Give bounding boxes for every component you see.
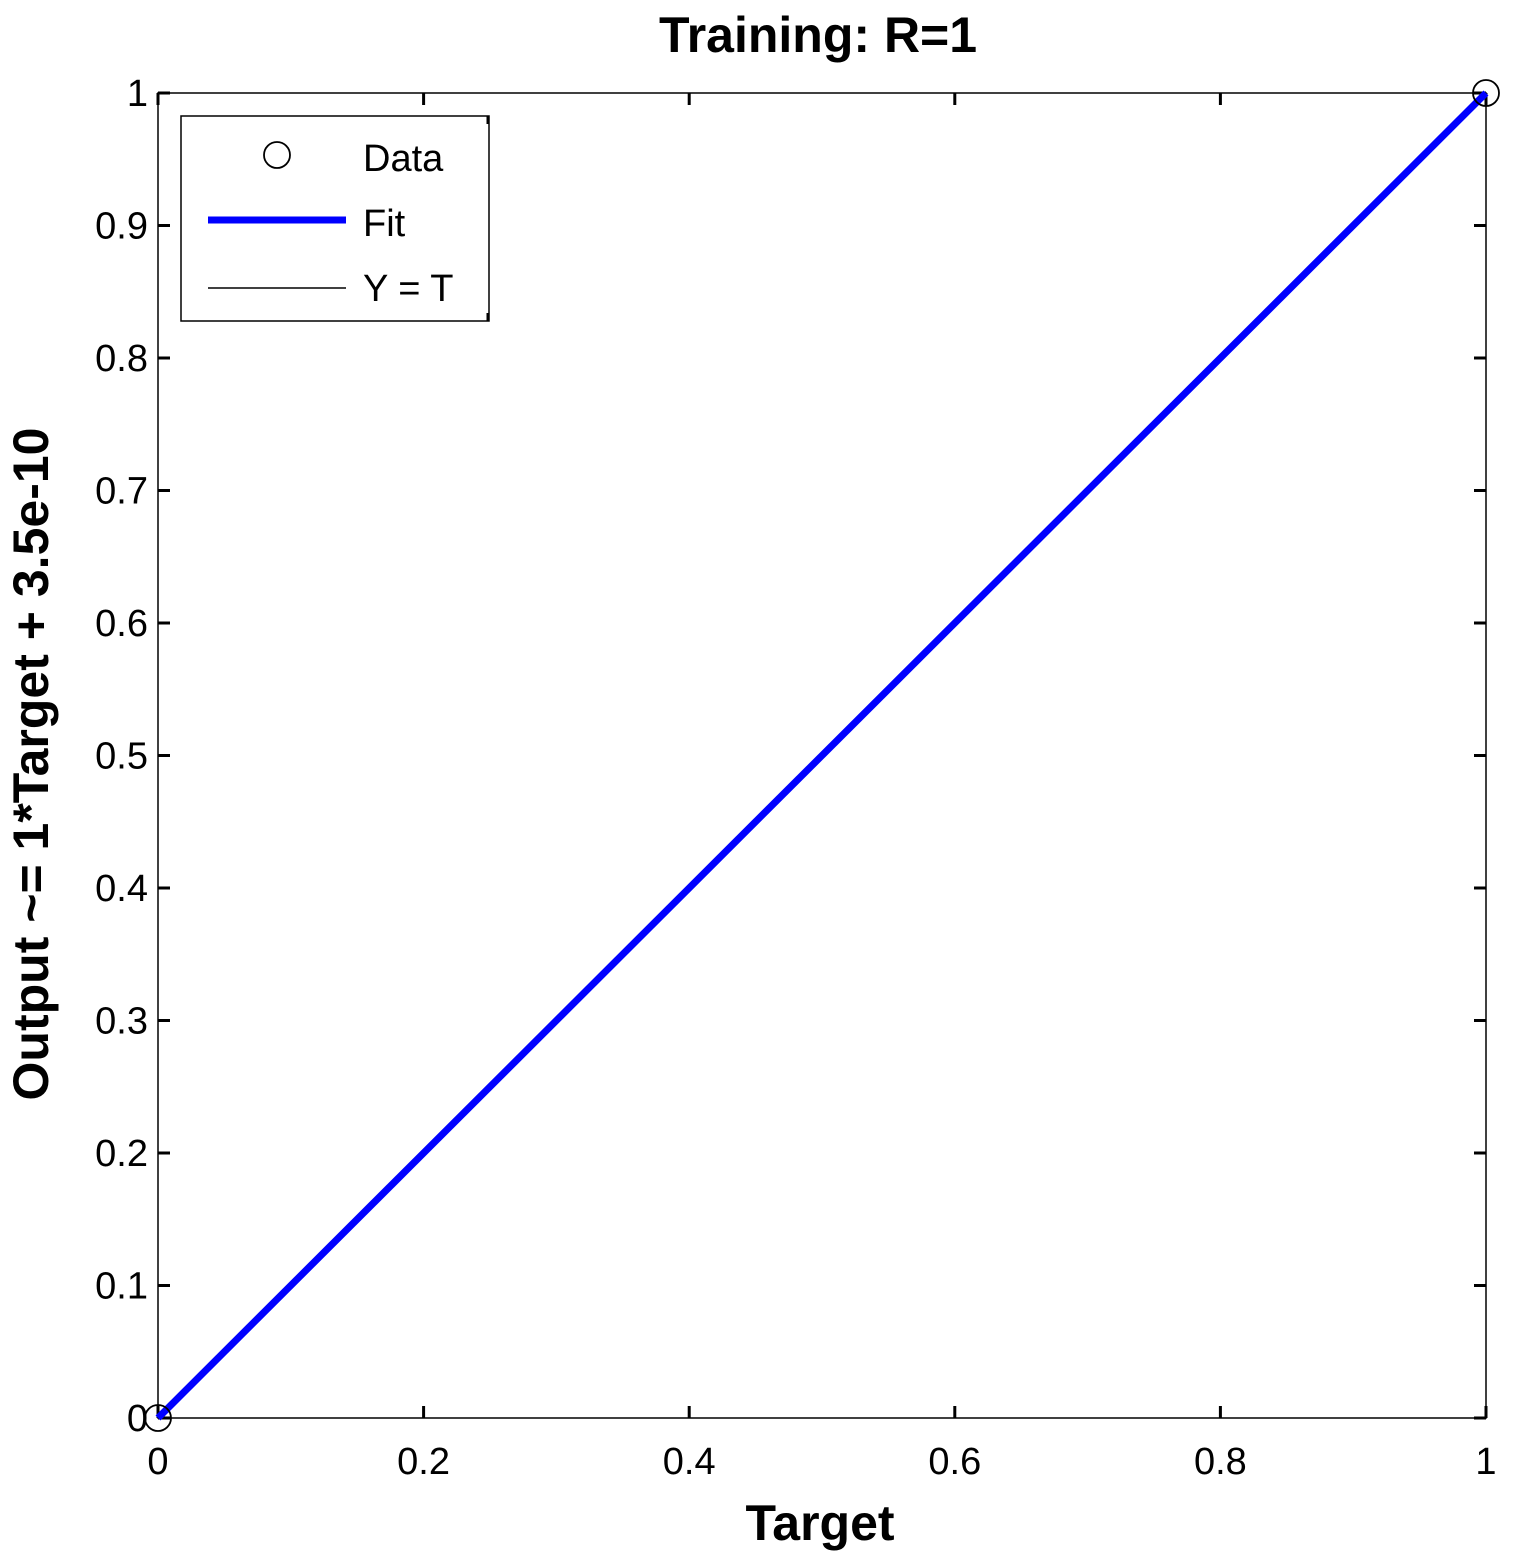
x-axis-title: Target: [745, 1495, 894, 1551]
legend-marker-data: [263, 141, 291, 169]
y-tick-label: 0: [127, 1398, 148, 1440]
plot-area: 0 0.2 0.4 0.6 0.8 1 0 0.1 0.2 0.3 0.4 0.5 0.6 0.7 0.8 0…: [95, 73, 1500, 1483]
y-tick-label: 0.2: [95, 1133, 148, 1175]
y-tick-label: 0.7: [95, 471, 148, 513]
legend-label: Data: [363, 138, 444, 180]
legend-label: Y = T: [363, 268, 454, 310]
fit-line: [155, 90, 1489, 1421]
data-point: [144, 1404, 172, 1432]
x-tick-label: 0.6: [928, 1441, 981, 1483]
x-tick-label: 1: [1475, 1441, 1496, 1483]
y-tick-label: 0.3: [95, 1001, 148, 1043]
legend-label: Fit: [363, 203, 406, 245]
y-axis-title: Output ~= 1*Target + 3.5e-10: [3, 428, 59, 1101]
x-tick-label: 0.2: [397, 1441, 450, 1483]
y-tick-label: 1: [127, 73, 148, 115]
chart-title: Training: R=1: [659, 7, 977, 63]
y-tick-label: 0.4: [95, 868, 148, 910]
x-tick-label: 0: [147, 1441, 168, 1483]
y-tick-label: 0.6: [95, 603, 148, 645]
x-tick-label: 0.4: [663, 1441, 716, 1483]
y-tick-label: 0.8: [95, 338, 148, 380]
x-tick-label: 0.8: [1194, 1441, 1247, 1483]
legend: Data Fit Y = T: [180, 115, 490, 322]
data-point: [1472, 79, 1500, 107]
y-tick-label: 0.5: [95, 736, 148, 778]
y-tick-label: 0.1: [95, 1266, 148, 1308]
y-tick-label: 0.9: [95, 206, 148, 248]
